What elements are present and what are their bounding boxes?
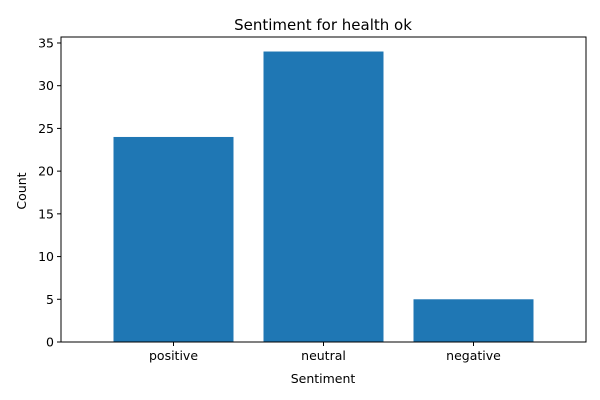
x-tick-label-positive: positive (149, 348, 198, 363)
y-tick-label-5: 5 (46, 292, 54, 307)
bar-neutral (263, 51, 384, 343)
y-tick-label-15: 15 (38, 206, 54, 221)
x-axis-label: Sentiment (291, 371, 356, 386)
axes-frame (60, 36, 587, 343)
bar-positive (113, 136, 234, 342)
y-axis-label: Count (14, 172, 29, 209)
bar-negative (413, 299, 534, 342)
y-tick-label-10: 10 (38, 249, 54, 264)
x-tick-label-negative: negative (446, 348, 501, 363)
chart-title: Sentiment for health ok (234, 16, 412, 34)
y-tick-label-30: 30 (38, 78, 54, 93)
x-tick-label-neutral: neutral (301, 348, 346, 363)
y-tick-label-20: 20 (38, 164, 54, 179)
y-tick-label-35: 35 (38, 35, 54, 50)
plot-area: positive neutral negative 0 5 10 15 20 25 30 35 (38, 35, 587, 363)
y-tick-label-0: 0 (46, 335, 54, 350)
y-tick-label-25: 25 (38, 121, 54, 136)
